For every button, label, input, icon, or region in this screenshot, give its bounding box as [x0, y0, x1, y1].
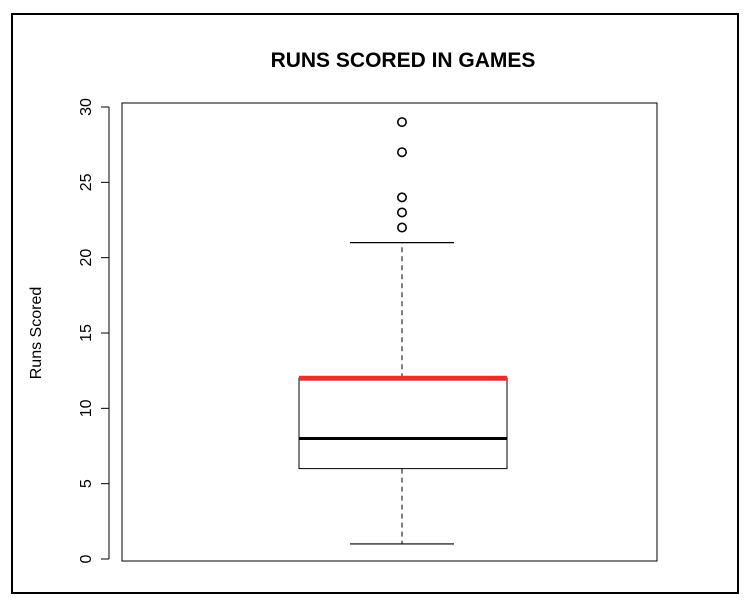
y-axis: 0 5 10 15 20 25 30 [78, 98, 110, 563]
outlier-point [396, 222, 407, 233]
outlier-point [396, 147, 407, 158]
outlier-point [396, 192, 407, 203]
y-tick-label: 15 [78, 324, 95, 342]
y-tick-label: 5 [78, 479, 95, 488]
outlier-point [396, 117, 407, 128]
chart-title: RUNS SCORED IN GAMES [271, 49, 536, 72]
plot-area-border [121, 102, 658, 562]
y-tick-label: 0 [78, 554, 95, 563]
y-tick-label: 25 [78, 173, 95, 191]
box-layer [298, 117, 508, 545]
outlier-point [396, 207, 407, 218]
y-tick-label: 20 [78, 249, 95, 267]
y-tick-label: 30 [78, 98, 95, 116]
interquartile-box [298, 377, 508, 470]
y-tick-label: 10 [78, 399, 95, 417]
y-axis-label: Runs Scored [28, 287, 45, 380]
chart-frame [11, 13, 739, 594]
